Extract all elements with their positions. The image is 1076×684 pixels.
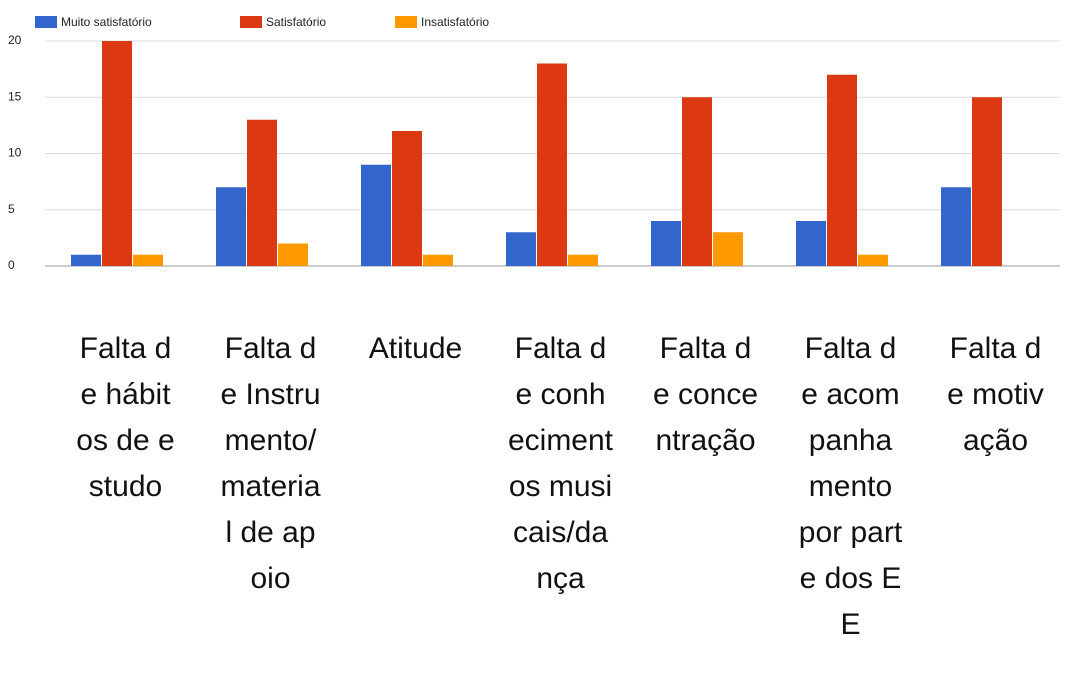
bar (278, 243, 308, 266)
y-tick-label: 5 (8, 202, 15, 216)
x-tick-label: Atitude (368, 332, 463, 365)
plot: 0 5 10 15 20 Muito satisfatório Satisfatório In… (8, 15, 1060, 272)
bar (651, 221, 681, 266)
x-tick-label: Falta de conhecimentos musicais/dança (507, 332, 614, 595)
legend-label: Satisfatório (266, 15, 326, 29)
y-tick-label: 0 (8, 258, 15, 272)
bar (537, 63, 567, 266)
legend-swatch (395, 16, 417, 28)
bar (71, 254, 101, 266)
legend-swatch (240, 16, 262, 28)
bar (361, 164, 391, 266)
bar (506, 232, 536, 266)
y-tick-label: 15 (8, 89, 22, 103)
bar (827, 74, 857, 266)
bar (568, 254, 598, 266)
x-tick-label: Falta de hábitos de estudo (76, 332, 175, 503)
x-tick-label: Falta de acompanhamento por parte dos EE (798, 332, 903, 641)
legend-label: Insatisfatório (421, 15, 489, 29)
bar (423, 254, 453, 266)
y-tick-label: 20 (8, 33, 22, 47)
bar (247, 119, 277, 266)
x-tick-label: Falta de concentração (652, 332, 759, 457)
bar (102, 41, 132, 266)
bar (972, 97, 1002, 266)
bar (392, 131, 422, 266)
bar (133, 254, 163, 266)
bar (796, 221, 826, 266)
legend-swatch (35, 16, 57, 28)
bar (858, 254, 888, 266)
legend-label: Muito satisfatório (61, 15, 152, 29)
bar (216, 187, 246, 266)
x-tick-label: Falta de motivação (947, 332, 1044, 457)
bar (713, 232, 743, 266)
y-tick-label: 10 (8, 146, 22, 160)
x-tick-label: Falta de Instrumento/material de apoio (220, 332, 321, 595)
bar (941, 187, 971, 266)
bar (682, 97, 712, 266)
